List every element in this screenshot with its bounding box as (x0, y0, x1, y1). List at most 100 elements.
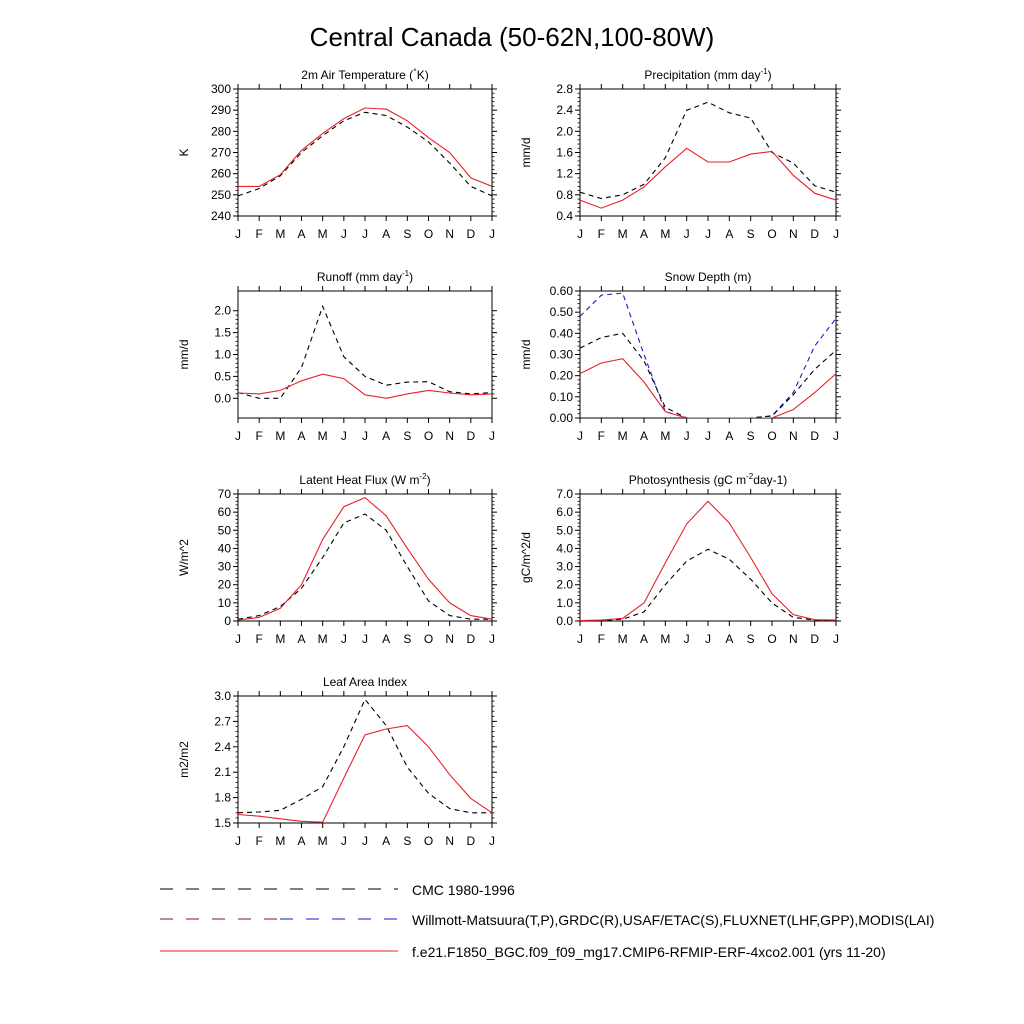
x-tick-label: A (725, 632, 733, 646)
x-tick-label: S (747, 429, 755, 443)
y-tick-label: 1.5 (214, 816, 231, 830)
y-tick-label: 2.0 (214, 304, 231, 318)
x-tick-label: A (382, 227, 390, 241)
x-tick-label: F (255, 632, 262, 646)
x-tick-label: M (318, 227, 328, 241)
x-tick-label: O (424, 227, 433, 241)
y-tick-label: 0 (224, 614, 231, 628)
y-tick-label: 10 (218, 596, 232, 610)
x-tick-label: S (747, 227, 755, 241)
x-tick-label: D (810, 429, 819, 443)
x-tick-label: J (235, 429, 241, 443)
x-tick-label: J (362, 834, 368, 848)
chart-title: Photosynthesis (gC m-2day-1) (629, 472, 788, 487)
y-tick-label: 1.5 (214, 326, 231, 340)
x-tick-label: J (341, 429, 347, 443)
x-tick-label: N (445, 227, 454, 241)
y-tick-label: 30 (218, 560, 232, 574)
x-tick-label: O (767, 632, 776, 646)
x-tick-label: A (297, 429, 305, 443)
legend-label-cmc: CMC 1980-1996 (412, 882, 515, 898)
chart-title: Precipitation (mm day-1) (644, 67, 771, 82)
x-tick-label: D (466, 227, 475, 241)
x-tick-label: M (660, 227, 670, 241)
figure-title: Central Canada (50-62N,100-80W) (310, 22, 715, 52)
series-line-model (238, 373, 492, 399)
y-tick-label: 270 (211, 146, 231, 160)
x-tick-label: M (275, 834, 285, 848)
y-tick-label: 20 (218, 578, 232, 592)
y-tick-label: 2.1 (214, 765, 231, 779)
x-tick-label: S (403, 227, 411, 241)
x-tick-label: J (833, 632, 839, 646)
x-tick-label: A (382, 632, 390, 646)
series-line-model (580, 500, 836, 621)
x-tick-label: N (445, 834, 454, 848)
chart-gpp: Photosynthesis (gC m-2day-1) 0.0 1.0 2.0 3.0… (519, 472, 841, 646)
x-tick-label: O (767, 429, 776, 443)
x-tick-label: J (684, 429, 690, 443)
x-tick-label: J (705, 227, 711, 241)
chart-precip: Precipitation (mm day-1) 0.4 0.8 1.2 1.6 2.0 2… (519, 67, 841, 241)
series-line-model (238, 496, 492, 621)
y-tick-label: 0.00 (550, 411, 574, 425)
x-tick-label: N (789, 429, 798, 443)
plot-frame (579, 493, 837, 622)
x-tick-label: F (598, 227, 605, 241)
y-tick-label: 0.4 (556, 209, 573, 223)
x-tick-label: A (297, 834, 305, 848)
y-axis-label: W/m^2 (177, 539, 191, 576)
y-axis-label: m2/m2 (177, 741, 191, 778)
y-tick-label: 260 (211, 167, 231, 181)
x-tick-label: J (705, 632, 711, 646)
x-tick-label: J (362, 227, 368, 241)
x-tick-label: J (235, 227, 241, 241)
x-tick-label: J (341, 227, 347, 241)
y-axis-label: mm/d (177, 340, 191, 370)
legend-label-obs: Willmott-Matsuura(T,P),GRDC(R),USAF/ETAC… (412, 912, 934, 928)
x-tick-label: O (424, 632, 433, 646)
x-tick-label: M (275, 429, 285, 443)
x-tick-label: J (489, 429, 495, 443)
y-tick-label: 6.0 (556, 505, 573, 519)
y-tick-label: 2.4 (214, 740, 231, 754)
series-line-model (238, 725, 492, 823)
y-tick-label: 3.0 (214, 689, 231, 703)
x-tick-label: F (255, 834, 262, 848)
x-tick-label: J (341, 632, 347, 646)
y-tick-label: 4.0 (556, 541, 573, 555)
x-tick-label: M (318, 834, 328, 848)
x-tick-label: S (403, 632, 411, 646)
x-tick-label: M (618, 429, 628, 443)
x-tick-label: M (275, 632, 285, 646)
y-tick-label: 40 (218, 541, 232, 555)
y-tick-label: 0.8 (556, 188, 573, 202)
x-tick-label: J (577, 227, 583, 241)
x-tick-label: N (445, 632, 454, 646)
x-tick-label: D (810, 632, 819, 646)
x-tick-label: A (297, 632, 305, 646)
x-tick-label: M (318, 632, 328, 646)
y-tick-label: 5.0 (556, 523, 573, 537)
x-tick-label: M (660, 429, 670, 443)
chart-title: 2m Air Temperature (°K) (301, 67, 428, 82)
x-tick-label: O (424, 834, 433, 848)
x-tick-label: D (466, 834, 475, 848)
y-tick-label: 290 (211, 103, 231, 117)
y-tick-label: 1.0 (556, 596, 573, 610)
x-tick-label: D (810, 227, 819, 241)
y-tick-label: 240 (211, 209, 231, 223)
y-tick-label: 2.4 (556, 103, 573, 117)
x-tick-label: J (684, 227, 690, 241)
x-tick-label: A (382, 834, 390, 848)
y-tick-label: 1.2 (556, 167, 573, 181)
x-tick-label: O (424, 429, 433, 443)
y-axis-label: K (177, 148, 191, 156)
y-tick-label: 2.0 (556, 578, 573, 592)
x-tick-label: M (618, 227, 628, 241)
x-tick-label: J (489, 632, 495, 646)
y-tick-label: 7.0 (556, 487, 573, 501)
